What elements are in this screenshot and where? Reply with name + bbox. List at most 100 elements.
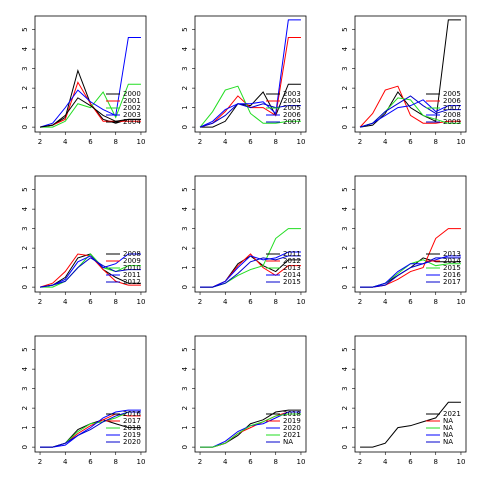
legend-label: 2016 [123,410,141,418]
x-tick-label: 8 [273,298,277,306]
x-tick-label: 10 [136,298,145,306]
x-tick-label: 8 [433,138,437,146]
y-tick-label: 0 [341,125,349,129]
legend-label: 2013 [283,264,301,272]
x-tick-label: 4 [223,298,228,306]
y-tick-label: 4 [181,206,189,211]
y-tick-label: 0 [21,285,29,289]
y-tick-label: 0 [181,445,189,449]
legend-label: 2020 [123,438,141,446]
x-tick-label: 6 [408,458,413,466]
x-tick-label: 8 [433,458,437,466]
x-tick-label: 10 [456,298,465,306]
y-tick-label: 4 [341,366,349,371]
series-line [200,251,301,288]
series-line [200,83,301,128]
y-tick-label: 1 [21,105,29,109]
x-tick-label: 2 [198,298,202,306]
x-tick-label: 2 [38,458,42,466]
x-tick-label: 4 [223,138,228,146]
y-tick-label: 2 [181,406,189,410]
y-tick-label: 4 [21,206,29,211]
series-line [360,401,461,448]
legend-label: 2010 [123,264,141,272]
legend-label: 2015 [283,278,301,286]
series-line [200,413,301,448]
legend-label: 2006 [283,111,301,119]
x-tick-label: 10 [456,458,465,466]
legend-label: 2003 [283,90,301,98]
y-tick-label: 5 [341,347,349,351]
series-line [40,411,141,448]
legend-label: 2021 [443,410,461,418]
x-tick-label: 6 [408,298,413,306]
legend-label: 2001 [123,97,141,105]
x-tick-label: 6 [248,138,253,146]
y-tick-label: 5 [21,187,29,191]
legend-label: 2008 [443,111,461,119]
x-tick-label: 2 [38,298,42,306]
x-tick-label: 4 [383,458,388,466]
legend-label: 2004 [123,118,141,126]
legend-label: 2017 [443,278,461,286]
x-tick-label: 4 [63,298,68,306]
y-tick-label: 4 [21,46,29,51]
legend-label: 2016 [443,271,461,279]
y-tick-label: 0 [21,125,29,129]
legend-label: 2020 [283,424,301,432]
legend-label: 2019 [123,431,141,439]
y-tick-label: 4 [21,366,29,371]
legend-label: NA [443,431,453,439]
legend-label: 2000 [123,90,141,98]
series-line [359,99,461,128]
series-line [199,85,301,128]
y-tick-label: 2 [21,86,29,90]
legend-label: 2008 [123,250,141,258]
x-tick-label: 6 [408,138,413,146]
y-tick-label: 3 [181,66,189,70]
x-tick-label: 8 [113,138,117,146]
legend-label: 2004 [283,97,301,105]
legend-label: NA [443,438,453,446]
x-tick-label: 4 [223,458,228,466]
y-tick-label: 1 [181,425,189,429]
y-tick-label: 4 [181,46,189,51]
y-tick-label: 5 [341,27,349,31]
x-tick-label: 10 [296,138,305,146]
legend-label: 2002 [123,104,141,112]
legend-label: 2003 [123,111,141,119]
y-tick-label: 4 [341,206,349,211]
x-tick-label: 8 [273,458,277,466]
x-tick-label: 2 [358,458,362,466]
y-tick-label: 5 [341,187,349,191]
y-tick-label: 2 [21,246,29,250]
series-line [199,103,301,128]
x-tick-label: 8 [273,138,277,146]
y-tick-label: 3 [21,386,29,390]
series-line [360,255,461,288]
y-tick-label: 0 [181,285,189,289]
x-tick-label: 2 [358,298,362,306]
x-tick-label: 8 [433,298,437,306]
y-tick-label: 1 [341,265,349,269]
y-tick-label: 1 [21,425,29,429]
series-line [39,257,141,288]
y-tick-label: 2 [341,86,349,90]
y-tick-label: 5 [21,347,29,351]
legend-label: 2012 [283,257,301,265]
y-tick-label: 2 [341,406,349,410]
series-line [39,97,141,128]
x-tick-label: 4 [63,138,68,146]
x-tick-label: 8 [113,458,117,466]
x-tick-label: 2 [198,458,202,466]
y-tick-label: 4 [181,366,189,371]
legend-label: NA [443,424,453,432]
legend-label: 2017 [123,417,141,425]
y-tick-label: 5 [181,27,189,31]
series-line [39,36,141,128]
legend-label: 2018 [283,410,301,418]
y-tick-label: 1 [341,425,349,429]
y-tick-label: 1 [21,265,29,269]
y-tick-label: 3 [21,66,29,70]
